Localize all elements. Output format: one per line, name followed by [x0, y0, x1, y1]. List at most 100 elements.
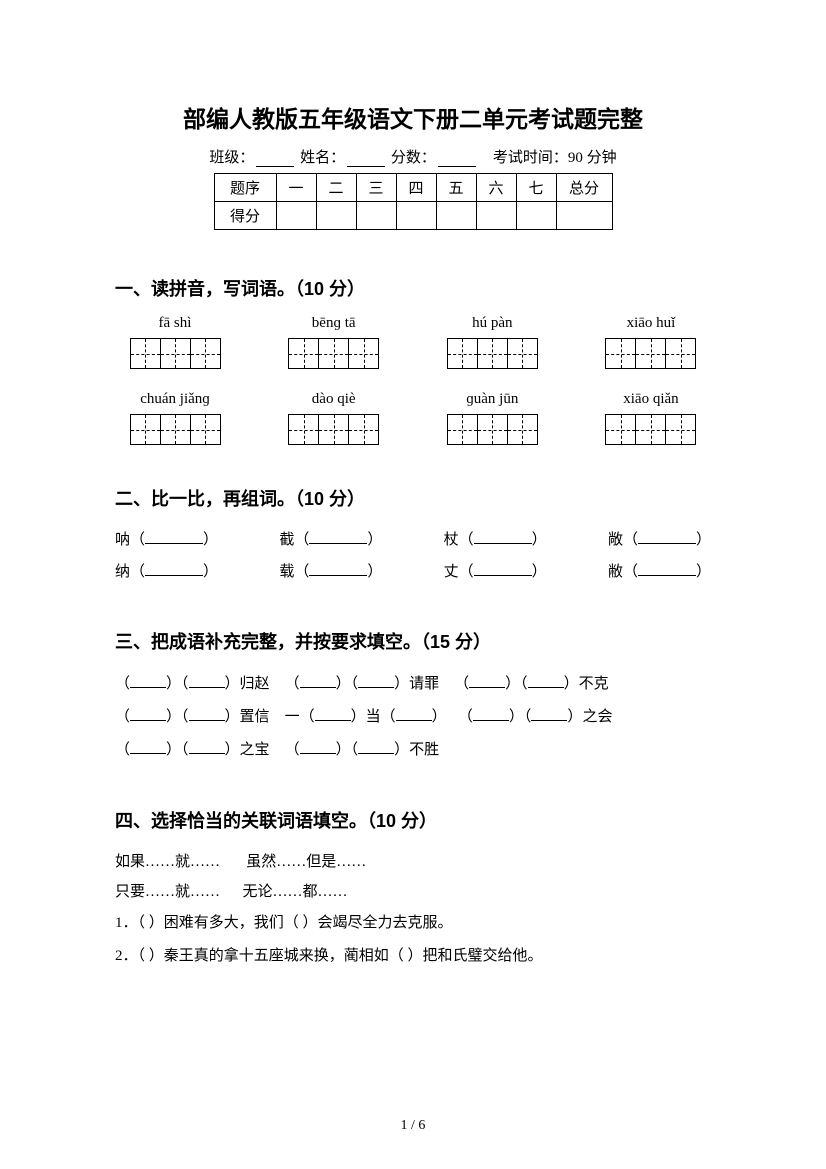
table-cell[interactable]	[316, 202, 356, 230]
question-num: 2．	[115, 948, 138, 964]
idiom-line: （）（）归赵 （）（）请罪 （）（）不克	[115, 668, 711, 701]
tianzige[interactable]	[591, 414, 711, 445]
option-text: 如果……就……	[115, 854, 220, 870]
question-line: 2．（ ）秦王真的拿十五座城来换，蔺相如（ ）把和氏璧交给他。	[115, 940, 711, 973]
table-cell[interactable]	[276, 202, 316, 230]
meta-line: 班级： 姓名： 分数： 考试时间：90 分钟	[115, 146, 711, 167]
table-cell: 七	[516, 174, 556, 202]
pinyin-label: hú pàn	[432, 315, 552, 332]
pinyin-item: chuán jiǎnɡ	[115, 391, 235, 445]
section-title: 四、选择恰当的关联词语填空。（10 分）	[115, 807, 711, 833]
fill-blank[interactable]	[638, 562, 696, 576]
table-cell[interactable]	[396, 202, 436, 230]
table-cell: 一	[276, 174, 316, 202]
table-cell: 得分	[214, 202, 276, 230]
fill-blank[interactable]	[300, 741, 336, 754]
compare-row: 纳（） 载（） 丈（） 敝（）	[115, 557, 711, 589]
table-cell: 总分	[556, 174, 612, 202]
tianzige[interactable]	[432, 414, 552, 445]
question-text: （ ）秦王真的拿十五座城来换，蔺相如（ ）把和氏璧交给他。	[138, 948, 543, 964]
compare-item: 呐（）	[115, 525, 218, 557]
fill-blank[interactable]	[474, 530, 532, 544]
pinyin-label: chuán jiǎnɡ	[115, 391, 235, 408]
pinyin-item: fā shì	[115, 315, 235, 369]
table-cell[interactable]	[356, 202, 396, 230]
fill-blank[interactable]	[309, 562, 367, 576]
table-cell[interactable]	[516, 202, 556, 230]
pinyin-item: xiāo qiǎn	[591, 391, 711, 445]
fill-blank[interactable]	[358, 741, 394, 754]
tianzige[interactable]	[591, 338, 711, 369]
fill-blank[interactable]	[315, 708, 351, 721]
table-cell: 四	[396, 174, 436, 202]
idiom-line: （）（）之宝 （）（）不胜	[115, 734, 711, 767]
fill-blank[interactable]	[358, 675, 394, 688]
fill-blank[interactable]	[531, 708, 567, 721]
page-number: 1 / 6	[0, 1118, 826, 1134]
pinyin-item: dào qiè	[274, 391, 394, 445]
section-1: 一、读拼音，写词语。（10 分） fā shì bēnɡ tā hú pàn x…	[115, 275, 711, 445]
compare-item: 载（）	[279, 557, 382, 589]
question-num: 1．	[115, 915, 138, 931]
tianzige[interactable]	[115, 338, 235, 369]
compare-item: 敞（）	[608, 525, 711, 557]
fill-blank[interactable]	[130, 741, 166, 754]
name-blank[interactable]	[347, 152, 385, 167]
tianzige[interactable]	[115, 414, 235, 445]
section-title: 二、比一比，再组词。（10 分）	[115, 485, 711, 511]
table-row: 题序 一 二 三 四 五 六 七 总分	[214, 174, 612, 202]
fill-blank[interactable]	[145, 562, 203, 576]
question-line: 1．（ ）困难有多大，我们（ ）会竭尽全力去克服。	[115, 907, 711, 940]
fill-blank[interactable]	[189, 708, 225, 721]
pinyin-item: ɡuàn jūn	[432, 391, 552, 445]
fill-blank[interactable]	[189, 741, 225, 754]
table-cell[interactable]	[556, 202, 612, 230]
option-text: 无论……都……	[243, 884, 348, 900]
table-cell[interactable]	[476, 202, 516, 230]
section-title: 一、读拼音，写词语。（10 分）	[115, 275, 711, 301]
option-text: 只要……就……	[115, 884, 220, 900]
table-cell[interactable]	[436, 202, 476, 230]
score-label: 分数：	[391, 150, 436, 166]
table-cell: 题序	[214, 174, 276, 202]
pinyin-row: fā shì bēnɡ tā hú pàn xiāo huǐ	[115, 315, 711, 369]
fill-blank[interactable]	[309, 530, 367, 544]
pinyin-label: xiāo huǐ	[591, 315, 711, 332]
fill-blank[interactable]	[469, 675, 505, 688]
fill-blank[interactable]	[130, 708, 166, 721]
conj-options: 如果……就…… 虽然……但是……	[115, 847, 711, 877]
page-title: 部编人教版五年级语文下册二单元考试题完整	[115, 100, 711, 134]
name-label: 姓名：	[300, 150, 345, 166]
fill-blank[interactable]	[396, 708, 432, 721]
score-blank[interactable]	[438, 152, 476, 167]
fill-blank[interactable]	[473, 708, 509, 721]
fill-blank[interactable]	[528, 675, 564, 688]
compare-row: 呐（） 截（） 杖（） 敞（）	[115, 525, 711, 557]
pinyin-label: xiāo qiǎn	[591, 391, 711, 408]
section-3: 三、把成语补充完整，并按要求填空。（15 分） （）（）归赵 （）（）请罪 （）…	[115, 628, 711, 767]
tianzige[interactable]	[274, 414, 394, 445]
table-row: 得分	[214, 202, 612, 230]
tianzige[interactable]	[432, 338, 552, 369]
conj-options: 只要……就…… 无论……都……	[115, 877, 711, 907]
compare-item: 纳（）	[115, 557, 218, 589]
score-table: 题序 一 二 三 四 五 六 七 总分 得分	[214, 173, 613, 230]
pinyin-item: hú pàn	[432, 315, 552, 369]
pinyin-label: dào qiè	[274, 391, 394, 408]
section-4: 四、选择恰当的关联词语填空。（10 分） 如果……就…… 虽然……但是…… 只要…	[115, 807, 711, 973]
fill-blank[interactable]	[189, 675, 225, 688]
pinyin-label: bēnɡ tā	[274, 315, 394, 332]
pinyin-item: bēnɡ tā	[274, 315, 394, 369]
compare-item: 敝（）	[608, 557, 711, 589]
fill-blank[interactable]	[300, 675, 336, 688]
compare-item: 丈（）	[444, 557, 547, 589]
fill-blank[interactable]	[638, 530, 696, 544]
fill-blank[interactable]	[130, 675, 166, 688]
tianzige[interactable]	[274, 338, 394, 369]
compare-item: 截（）	[279, 525, 382, 557]
class-blank[interactable]	[256, 152, 294, 167]
fill-blank[interactable]	[474, 562, 532, 576]
fill-blank[interactable]	[145, 530, 203, 544]
table-cell: 六	[476, 174, 516, 202]
section-title: 三、把成语补充完整，并按要求填空。（15 分）	[115, 628, 711, 654]
